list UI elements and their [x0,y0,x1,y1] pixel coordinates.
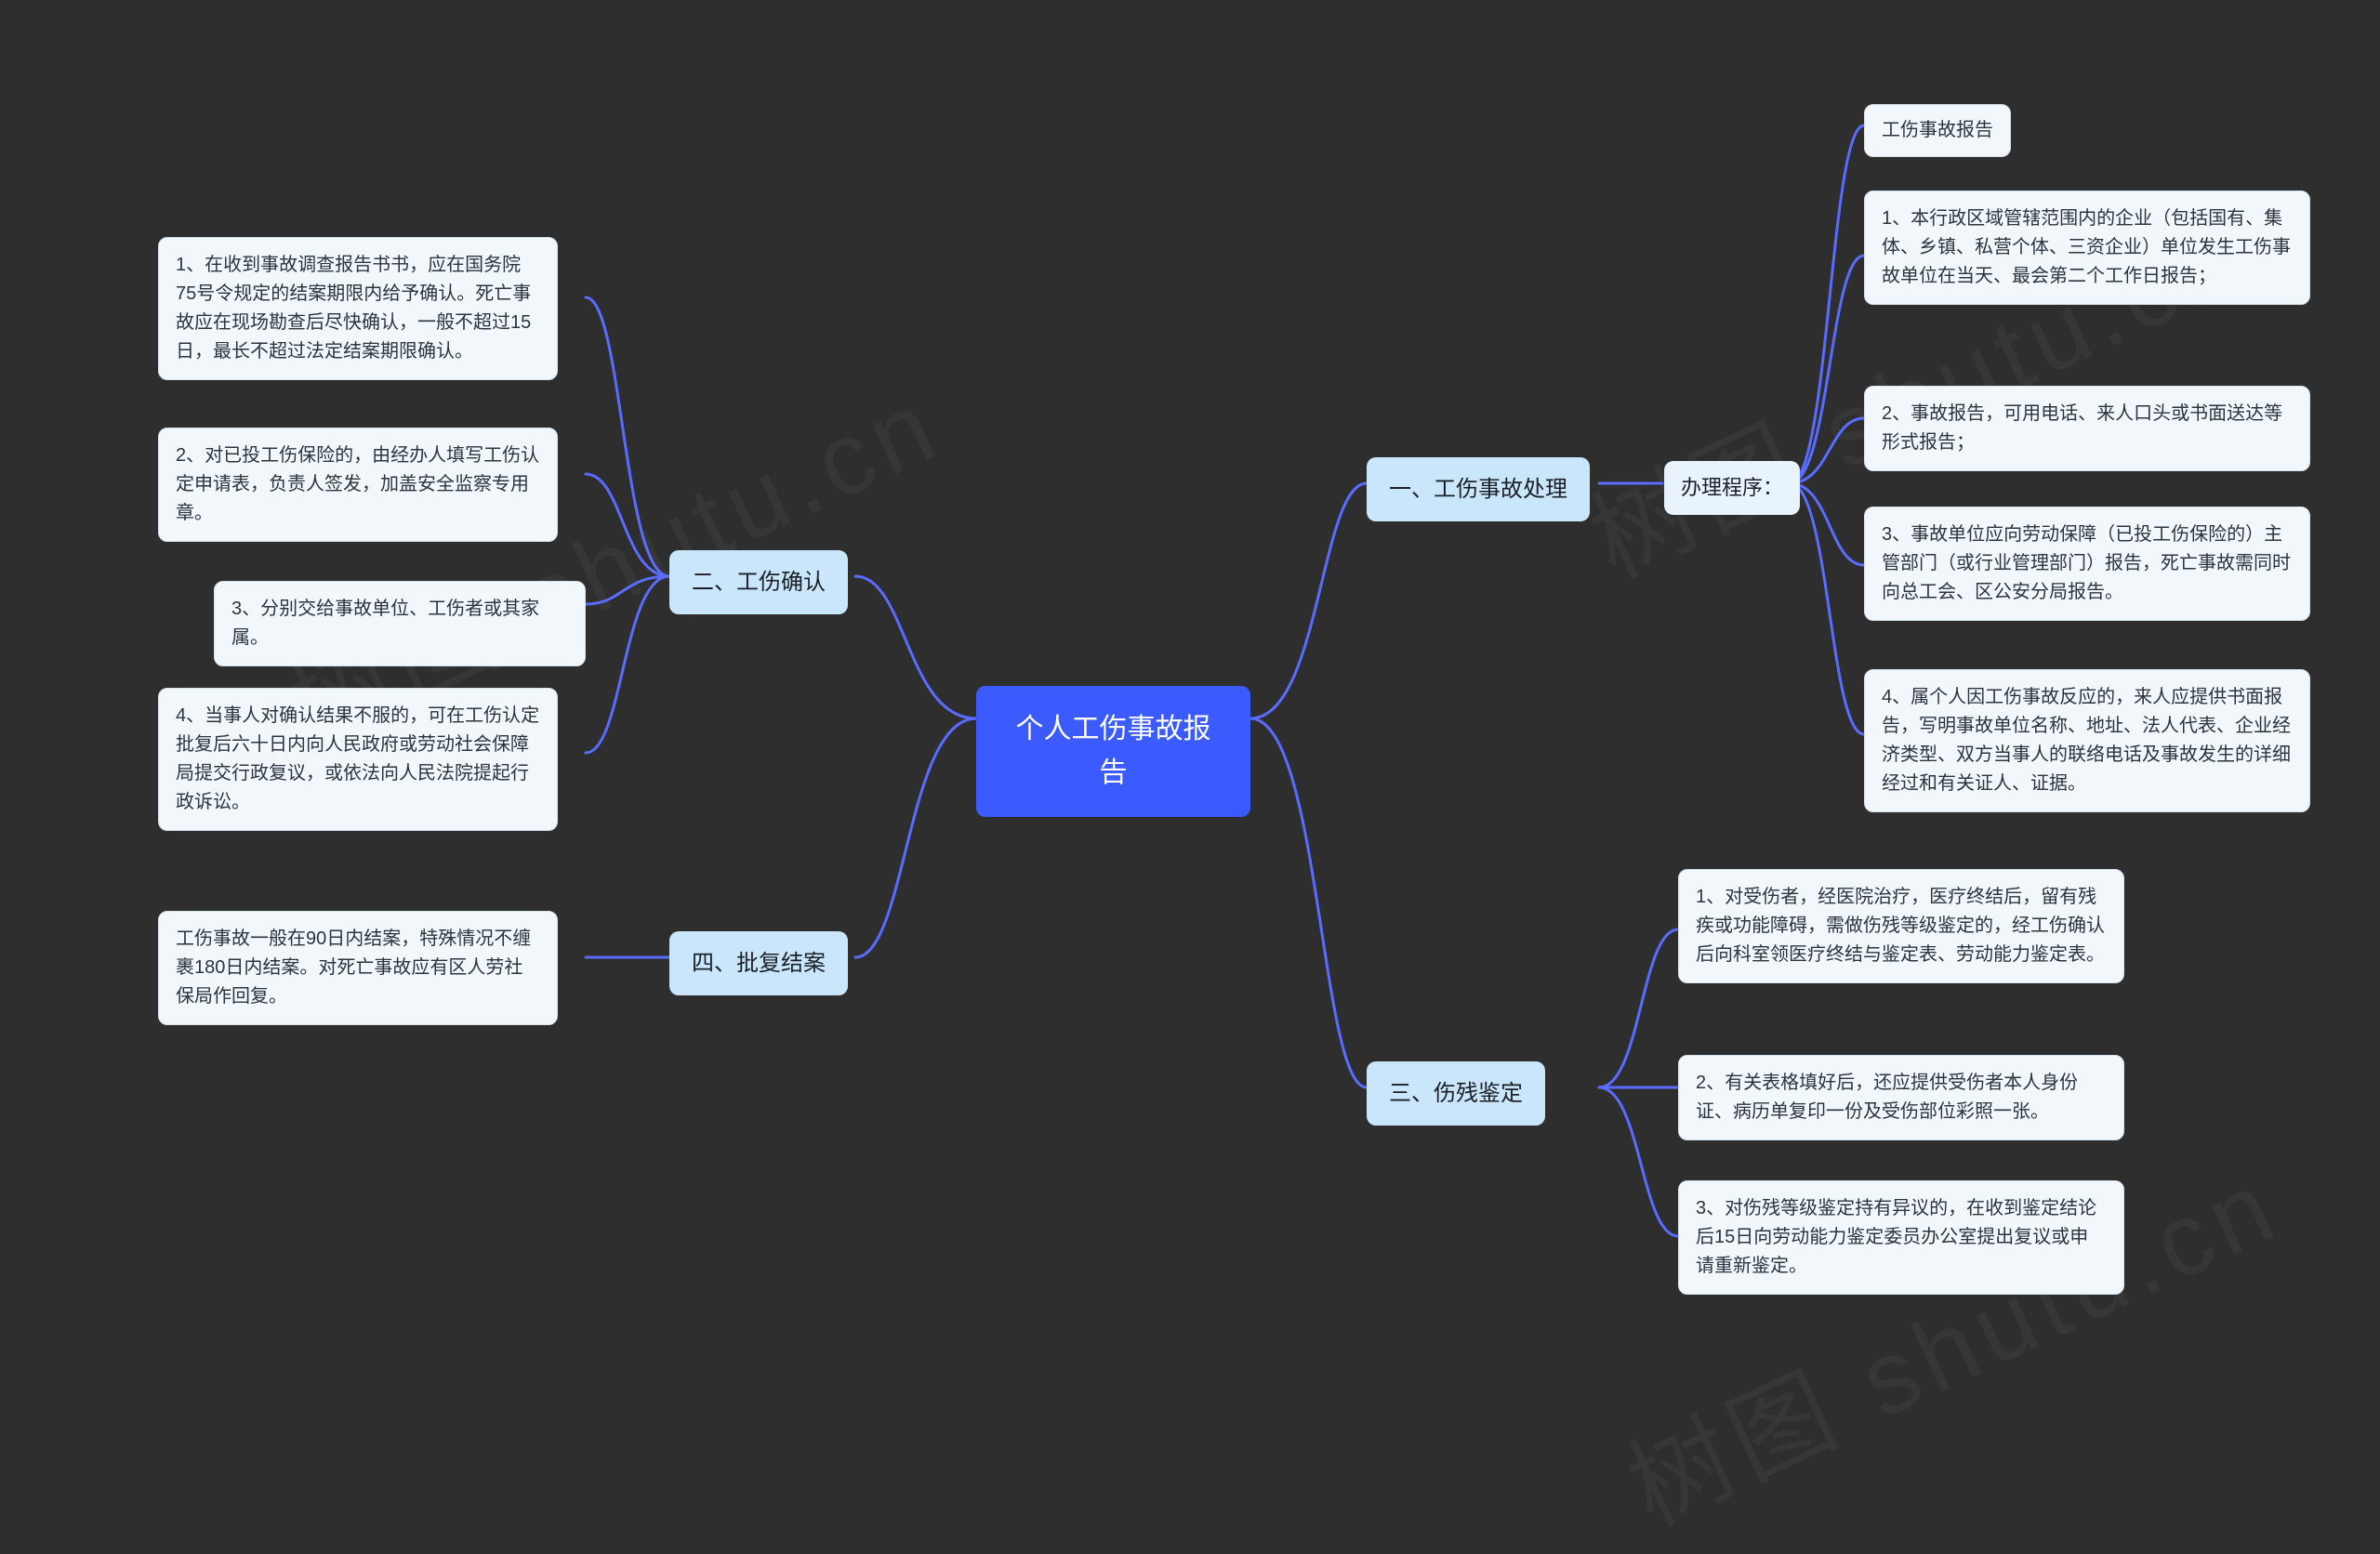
leaf-b1-0[interactable]: 工伤事故报告 [1864,104,2011,157]
leaf-b1-3[interactable]: 3、事故单位应向劳动保障（已投工伤保险的）主管部门（或行业管理部门）报告，死亡事… [1864,507,2310,621]
branch-3[interactable]: 三、伤残鉴定 [1367,1061,1545,1126]
leaf-b2-0[interactable]: 1、在收到事故调查报告书书，应在国务院75号令规定的结案期限内给予确认。死亡事故… [158,237,558,380]
leaf-b3-0[interactable]: 1、对受伤者，经医院治疗，医疗终结后，留有残疾或功能障碍，需做伤残等级鉴定的，经… [1678,869,2124,983]
leaf-b3-2[interactable]: 3、对伤残等级鉴定持有异议的，在收到鉴定结论后15日向劳动能力鉴定委员办公室提出… [1678,1180,2124,1295]
root-node[interactable]: 个人工伤事故报告 [976,686,1250,817]
leaf-b3-1[interactable]: 2、有关表格填好后，还应提供受伤者本人身份证、病历单复印一份及受伤部位彩照一张。 [1678,1055,2124,1140]
branch-1[interactable]: 一、工伤事故处理 [1367,457,1590,521]
leaf-b2-3[interactable]: 4、当事人对确认结果不服的，可在工伤认定批复后六十日内向人民政府或劳动社会保障局… [158,688,558,831]
branch-1-sub[interactable]: 办理程序： [1664,461,1800,515]
leaf-b2-2[interactable]: 3、分别交给事故单位、工伤者或其家属。 [214,581,586,666]
branch-3-label: 三、伤残鉴定 [1389,1081,1523,1106]
root-label: 个人工伤事故报告 [1016,714,1211,788]
branch-1-label: 一、工伤事故处理 [1389,477,1567,502]
branch-2-label: 二、工伤确认 [692,570,826,595]
leaf-b1-2[interactable]: 2、事故报告，可用电话、来人口头或书面送达等形式报告； [1864,386,2310,471]
leaf-b1-4[interactable]: 4、属个人因工伤事故反应的，来人应提供书面报告，写明事故单位名称、地址、法人代表… [1864,669,2310,812]
mindmap-stage: 树图 shutu.cn 树图 shutu.cn 树图 shutu.cn [0,0,2380,1429]
branch-4[interactable]: 四、批复结案 [669,931,848,995]
leaf-b1-1[interactable]: 1、本行政区域管辖范围内的企业（包括国有、集体、乡镇、私营个体、三资企业）单位发… [1864,191,2310,305]
branch-2[interactable]: 二、工伤确认 [669,550,848,614]
branch-4-label: 四、批复结案 [692,951,826,976]
leaf-b4-0[interactable]: 工伤事故一般在90日内结案，特殊情况不缠裹180日内结案。对死亡事故应有区人劳社… [158,911,558,1025]
leaf-b2-1[interactable]: 2、对已投工伤保险的，由经办人填写工伤认定申请表，负责人签发，加盖安全监察专用章… [158,428,558,542]
branch-1-sub-label: 办理程序： [1681,476,1783,499]
